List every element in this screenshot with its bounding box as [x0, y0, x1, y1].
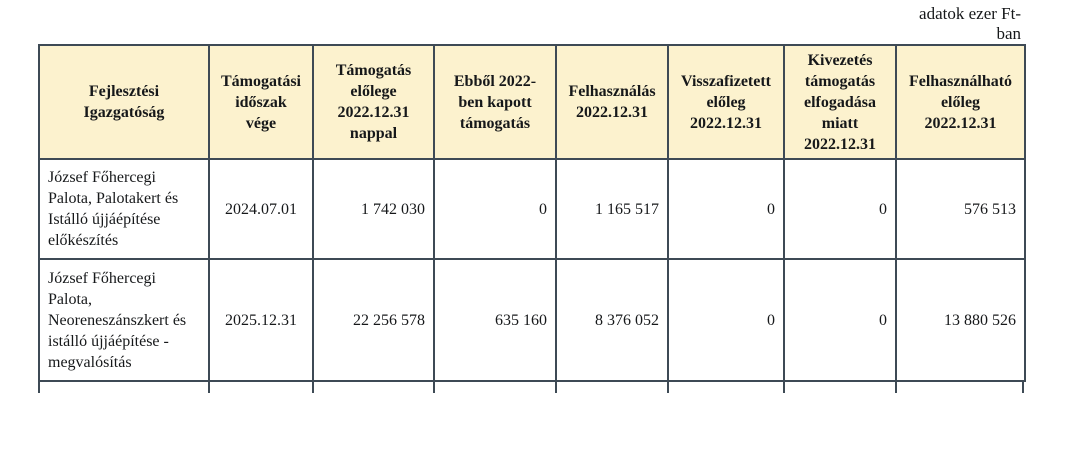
column-header-tamogatas-elolege: Támogatás előlege 2022.12.31 nappal — [312, 44, 435, 160]
cutoff-cell — [783, 382, 895, 393]
advance-total-cell: 22 256 578 — [312, 258, 435, 382]
repaid-advance-cell: 0 — [667, 258, 785, 382]
cutoff-cell — [555, 382, 667, 393]
project-name-cell: József Főhercegi Palota, Neoreneszánszke… — [38, 258, 210, 382]
funding-table: Fejlesztési Igazgatóság Támogatási idősz… — [38, 44, 1026, 382]
used-cell: 1 165 517 — [555, 158, 669, 260]
column-header-ebbol-2022-ben-kapott: Ebből 2022- ben kapott támogatás — [433, 44, 557, 160]
table-row: József Főhercegi Palota, Neoreneszánszke… — [38, 258, 1026, 382]
period-end-cell: 2024.07.01 — [208, 158, 314, 260]
used-cell: 8 376 052 — [555, 258, 669, 382]
usable-advance-cell: 576 513 — [895, 158, 1026, 260]
unit-note: adatok ezer Ft- ban — [919, 4, 1021, 43]
column-header-felhasznalas: Felhasználás 2022.12.31 — [555, 44, 669, 160]
table-row: József Főhercegi Palota, Palotakert és I… — [38, 158, 1026, 260]
funding-table-container: Fejlesztési Igazgatóság Támogatási idősz… — [38, 44, 1026, 393]
cutoff-row-stub — [38, 382, 1024, 393]
column-header-tamogatasi-idoszak-vege: Támogatási időszak vége — [208, 44, 314, 160]
derecognized-cell: 0 — [783, 158, 897, 260]
cutoff-cell — [895, 382, 1024, 393]
period-end-cell: 2025.12.31 — [208, 258, 314, 382]
usable-advance-cell: 13 880 526 — [895, 258, 1026, 382]
column-header-kivezetes-miatt: Kivezetés támogatás elfogadása miatt 202… — [783, 44, 897, 160]
column-header-felhasznalhato-eloleg: Felhasználható előleg 2022.12.31 — [895, 44, 1026, 160]
received-2022-cell: 0 — [433, 158, 557, 260]
column-header-visszafizetett-eloleg: Visszafizetett előleg 2022.12.31 — [667, 44, 785, 160]
cutoff-cell — [312, 382, 433, 393]
cutoff-cell — [667, 382, 783, 393]
advance-total-cell: 1 742 030 — [312, 158, 435, 260]
received-2022-cell: 635 160 — [433, 258, 557, 382]
column-header-fejlesztesi-igazgatosag: Fejlesztési Igazgatóság — [38, 44, 210, 160]
cutoff-cell — [433, 382, 555, 393]
repaid-advance-cell: 0 — [667, 158, 785, 260]
project-name-cell: József Főhercegi Palota, Palotakert és I… — [38, 158, 210, 260]
header-row: Fejlesztési Igazgatóság Támogatási idősz… — [38, 44, 1026, 160]
cutoff-cell — [208, 382, 312, 393]
derecognized-cell: 0 — [783, 258, 897, 382]
cutoff-cell — [38, 382, 208, 393]
